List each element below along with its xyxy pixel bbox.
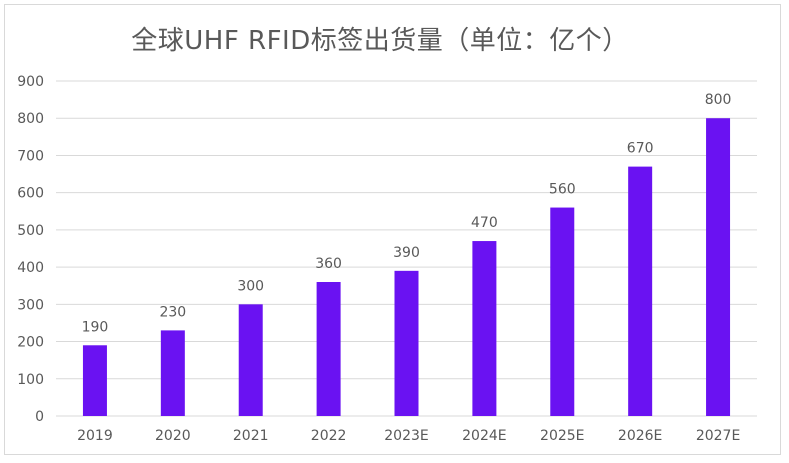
x-category-label: 2019 <box>77 428 113 444</box>
data-label-2022: 360 <box>315 256 342 272</box>
bars <box>82 118 731 416</box>
y-tick-label: 600 <box>17 186 44 202</box>
data-label-2019: 190 <box>82 319 109 335</box>
data-label-2021: 300 <box>237 278 264 294</box>
x-category-label: 2023E <box>384 428 428 444</box>
data-label-2026E: 670 <box>627 141 654 157</box>
data-labels: 190 230 300 360 390 470 560 670 800 <box>82 92 732 335</box>
x-category-label: 2024E <box>462 428 506 444</box>
y-tick-label: 200 <box>17 335 44 351</box>
bar-2020 <box>160 330 185 416</box>
x-category-label: 2020 <box>155 428 191 444</box>
data-label-2027E: 800 <box>705 92 732 108</box>
y-tick-label: 700 <box>17 148 44 164</box>
y-tick-label: 100 <box>17 372 44 388</box>
bar-2026E <box>628 166 653 416</box>
bar-2019 <box>82 345 107 416</box>
bar-2021 <box>238 304 263 416</box>
data-label-2023E: 390 <box>393 245 420 261</box>
data-label-2024E: 470 <box>471 215 498 231</box>
x-axis-category-labels: 2019 2020 2021 2022 2023E 2024E 2025E 2026E 2027… <box>77 428 740 444</box>
chart-title: 全球UHF RFID标签出货量（单位：亿个） <box>131 26 629 56</box>
x-category-label: 2026E <box>618 428 662 444</box>
bar-2025E <box>550 207 575 416</box>
bar-2023E <box>394 270 419 416</box>
x-category-label: 2025E <box>540 428 584 444</box>
y-tick-label: 500 <box>17 223 44 239</box>
bar-2022 <box>316 282 341 416</box>
x-category-label: 2021 <box>233 428 269 444</box>
data-label-2020: 230 <box>159 304 186 320</box>
y-axis-tick-labels: 0 100 200 300 400 500 600 700 800 900 <box>17 74 44 425</box>
bar-2024E <box>472 241 497 416</box>
x-category-label: 2027E <box>696 428 740 444</box>
y-tick-label: 0 <box>35 409 44 425</box>
x-category-label: 2022 <box>311 428 347 444</box>
bar-2027E <box>706 118 731 416</box>
y-tick-label: 300 <box>17 297 44 313</box>
y-tick-label: 900 <box>17 74 44 90</box>
data-label-2025E: 560 <box>549 182 576 198</box>
y-tick-label: 800 <box>17 111 44 127</box>
y-tick-label: 400 <box>17 260 44 276</box>
